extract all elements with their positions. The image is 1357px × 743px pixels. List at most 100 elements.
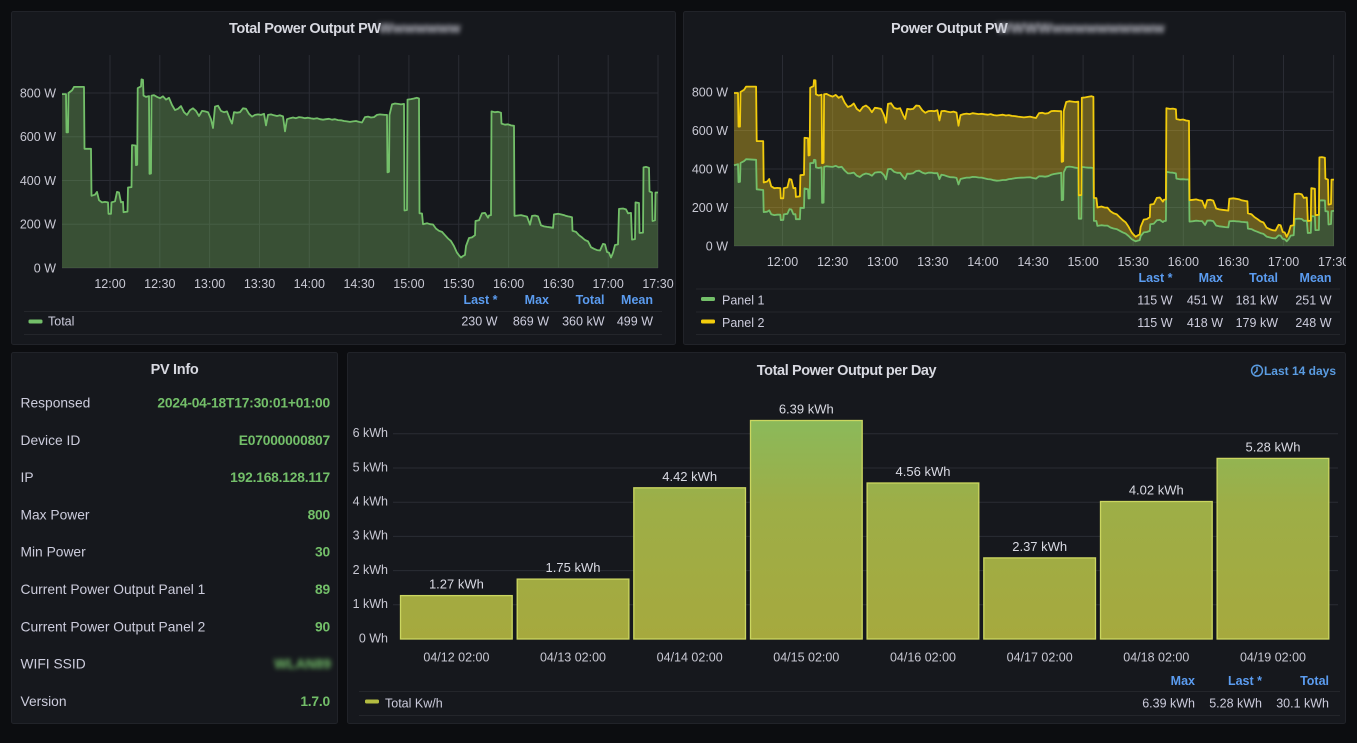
svg-text:Panel 2: Panel 2 (722, 316, 764, 330)
svg-text:800: 800 (308, 507, 331, 522)
svg-text:115 W: 115 W (1137, 294, 1172, 308)
svg-text:04/15 02:00: 04/15 02:00 (773, 650, 839, 664)
svg-text:16:00: 16:00 (1168, 255, 1199, 269)
svg-text:17:30: 17:30 (1318, 255, 1349, 269)
svg-text:0 Wh: 0 Wh (359, 631, 388, 645)
svg-text:13:00: 13:00 (194, 277, 225, 291)
svg-text:Panel 1: Panel 1 (722, 294, 764, 308)
svg-text:16:30: 16:30 (1218, 255, 1249, 269)
svg-text:IP: IP (21, 470, 34, 485)
svg-text:Last *: Last * (1228, 674, 1262, 688)
svg-text:418 W: 418 W (1187, 316, 1223, 330)
svg-text:14:30: 14:30 (343, 277, 374, 291)
svg-text:Max: Max (525, 293, 549, 307)
svg-text:16:00: 16:00 (493, 277, 524, 291)
svg-text:400 W: 400 W (692, 162, 728, 176)
svg-text:1.75 kWh: 1.75 kWh (546, 560, 601, 575)
svg-text:360 kW: 360 kW (562, 315, 605, 329)
svg-text:17:00: 17:00 (593, 277, 624, 291)
svg-text:16:30: 16:30 (543, 277, 574, 291)
svg-text:Mean: Mean (1300, 271, 1332, 285)
svg-text:115 W: 115 W (1137, 316, 1172, 330)
svg-text:Version: Version (21, 694, 67, 709)
svg-text:30: 30 (315, 545, 330, 560)
svg-text:800 W: 800 W (20, 86, 56, 100)
svg-text:4.42 kWh: 4.42 kWh (662, 469, 717, 484)
svg-text:14:00: 14:00 (294, 277, 325, 291)
svg-text:15:00: 15:00 (393, 277, 424, 291)
svg-text:04/16 02:00: 04/16 02:00 (890, 650, 956, 664)
svg-text:230 W: 230 W (461, 315, 497, 329)
svg-text:15:00: 15:00 (1067, 255, 1098, 269)
svg-text:3 kWh: 3 kWh (353, 529, 388, 543)
svg-text:14:30: 14:30 (1017, 255, 1048, 269)
svg-text:Last 14 days: Last 14 days (1264, 364, 1336, 378)
svg-text:Responsed: Responsed (21, 396, 91, 411)
svg-text:499 W: 499 W (617, 315, 653, 329)
svg-text:12:00: 12:00 (767, 255, 798, 269)
svg-text:600 W: 600 W (692, 124, 728, 138)
svg-text:12:30: 12:30 (817, 255, 848, 269)
svg-text:12:00: 12:00 (94, 277, 125, 291)
svg-text:Last *: Last * (463, 293, 497, 307)
svg-text:400 W: 400 W (20, 174, 56, 188)
svg-text:14:00: 14:00 (967, 255, 998, 269)
svg-text:WWWWwwwwwwwwww: WWWWwwwwwwwwww (997, 21, 1165, 37)
svg-text:17:00: 17:00 (1268, 255, 1299, 269)
svg-text:89: 89 (315, 582, 330, 597)
svg-text:30.1 kWh: 30.1 kWh (1276, 697, 1329, 711)
svg-text:4.56 kWh: 4.56 kWh (896, 464, 951, 479)
svg-text:04/17 02:00: 04/17 02:00 (1007, 650, 1073, 664)
svg-text:200 W: 200 W (692, 201, 728, 215)
svg-text:248 W: 248 W (1295, 316, 1331, 330)
svg-text:Min Power: Min Power (21, 545, 87, 560)
svg-text:04/19 02:00: 04/19 02:00 (1240, 650, 1306, 664)
svg-text:181 kW: 181 kW (1236, 294, 1279, 308)
svg-text:1 kWh: 1 kWh (353, 597, 388, 611)
svg-text:0 W: 0 W (706, 239, 728, 253)
svg-text:2 kWh: 2 kWh (353, 563, 388, 577)
svg-text:Max: Max (1199, 271, 1223, 285)
svg-text:Mean: Mean (621, 293, 653, 307)
svg-text:Max Power: Max Power (21, 507, 90, 522)
svg-text:Last *: Last * (1138, 271, 1172, 285)
svg-text:Current Power Output Panel 2: Current Power Output Panel 2 (21, 619, 206, 634)
svg-text:600 W: 600 W (20, 130, 56, 144)
svg-text:800 W: 800 W (692, 85, 728, 99)
svg-text:90: 90 (315, 619, 330, 634)
svg-text:2.37 kWh: 2.37 kWh (1012, 539, 1067, 554)
svg-text:5.28 kWh: 5.28 kWh (1246, 439, 1301, 454)
svg-text:Wwwwwww: Wwwwwww (379, 21, 461, 37)
svg-text:192.168.128.117: 192.168.128.117 (230, 470, 330, 485)
svg-text:6 kWh: 6 kWh (353, 426, 388, 440)
svg-text:5.28 kWh: 5.28 kWh (1209, 697, 1262, 711)
svg-text:Total: Total (1300, 674, 1329, 688)
svg-text:13:00: 13:00 (867, 255, 898, 269)
svg-text:Current Power Output Panel 1: Current Power Output Panel 1 (21, 582, 206, 597)
svg-text:Total: Total (1249, 271, 1278, 285)
svg-text:13:30: 13:30 (244, 277, 275, 291)
svg-text:451 W: 451 W (1187, 294, 1223, 308)
svg-text:2024-04-18T17:30:01+01:00: 2024-04-18T17:30:01+01:00 (157, 396, 330, 411)
svg-text:Total: Total (48, 315, 74, 329)
svg-text:E07000000807: E07000000807 (239, 433, 331, 448)
svg-text:15:30: 15:30 (443, 277, 474, 291)
svg-text:0 W: 0 W (34, 261, 56, 275)
svg-text:Device ID: Device ID (21, 433, 81, 448)
svg-text:4.02 kWh: 4.02 kWh (1129, 483, 1184, 498)
svg-text:WIFI SSID: WIFI SSID (21, 657, 86, 672)
svg-text:179 kW: 179 kW (1236, 316, 1279, 330)
svg-text:13:30: 13:30 (917, 255, 948, 269)
svg-text:200 W: 200 W (20, 218, 56, 232)
svg-text:Total Kw/h: Total Kw/h (385, 697, 443, 711)
svg-text:Total: Total (576, 293, 605, 307)
svg-text:5 kWh: 5 kWh (353, 460, 388, 474)
svg-text:04/12 02:00: 04/12 02:00 (423, 650, 489, 664)
svg-text:WLAN89: WLAN89 (274, 657, 331, 672)
svg-text:PV Info: PV Info (151, 362, 199, 378)
svg-text:Power Output PW: Power Output PW (891, 21, 1008, 37)
svg-text:1.7.0: 1.7.0 (300, 694, 330, 709)
svg-text:Max: Max (1171, 674, 1195, 688)
svg-text:15:30: 15:30 (1118, 255, 1149, 269)
svg-text:17:30: 17:30 (642, 277, 673, 291)
